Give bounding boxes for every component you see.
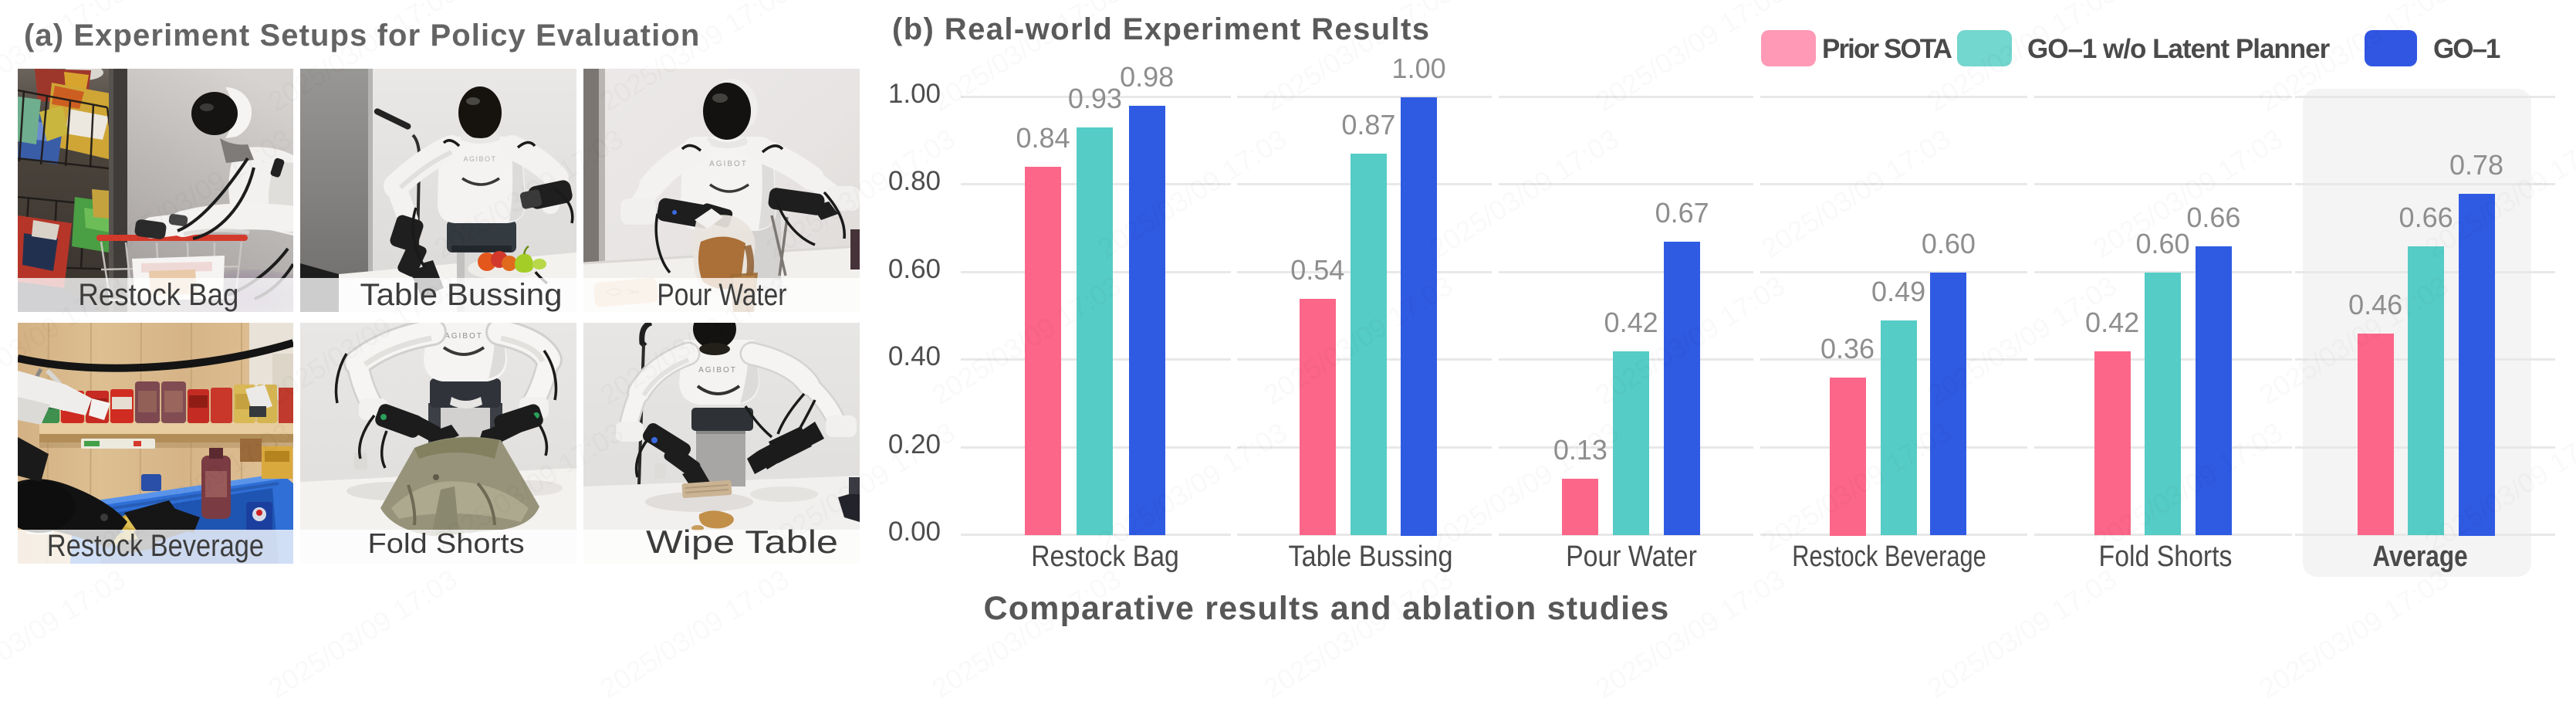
- svg-text:AGIBOT: AGIBOT: [445, 332, 483, 341]
- svg-text:AGIBOT: AGIBOT: [709, 160, 748, 168]
- svg-text:AGIBOT: AGIBOT: [698, 366, 737, 375]
- svg-text:AGIBOT: AGIBOT: [463, 155, 496, 163]
